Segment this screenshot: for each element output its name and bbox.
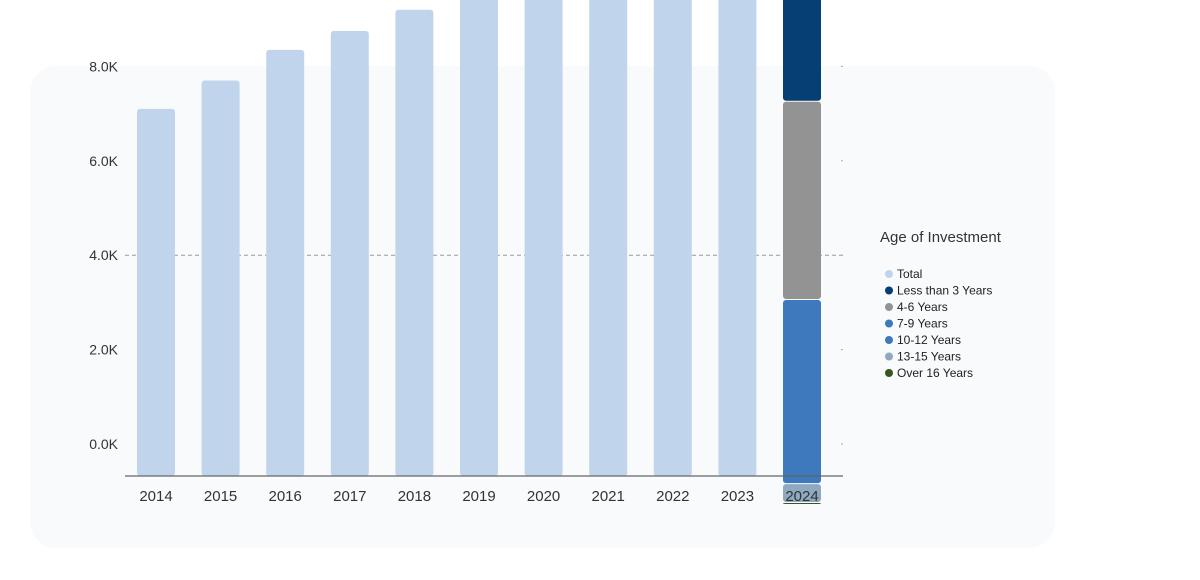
legend-marker xyxy=(885,369,893,377)
legend-item-label: 10-12 Years xyxy=(897,333,961,347)
x-tick-label: 2021 xyxy=(592,488,625,505)
legend-item-label: Less than 3 Years xyxy=(897,284,992,298)
bar-total-2022 xyxy=(653,0,692,476)
legend-marker xyxy=(885,270,893,278)
y-tick-label: 4.0K xyxy=(89,247,118,263)
x-tick-label: 2018 xyxy=(398,488,431,505)
x-tick-label: 2024 xyxy=(785,488,818,505)
bar-2024-13-15-years xyxy=(783,484,821,502)
legend-item-label: 13-15 Years xyxy=(897,350,961,364)
x-tick-label: 2022 xyxy=(656,488,689,505)
legend-marker xyxy=(885,352,893,361)
bar-total-2016 xyxy=(266,49,305,476)
bar-total-2015 xyxy=(201,80,240,476)
legend-marker xyxy=(885,336,893,344)
bar-total-2019 xyxy=(460,0,498,476)
legend-item-label: 7-9 Years xyxy=(897,317,948,331)
x-tick-label: 2017 xyxy=(333,488,366,505)
bar-total-2023 xyxy=(718,0,757,476)
legend-item-label: Total xyxy=(897,267,922,281)
y-tick-label: 0.0K xyxy=(89,436,118,452)
legend-marker xyxy=(885,303,893,311)
bar-2024-10-12-years xyxy=(783,300,821,484)
legend-item-label: 4-6 Years xyxy=(897,300,948,314)
bar-2024-over-16-years xyxy=(783,503,821,504)
legend-marker xyxy=(885,319,893,328)
bar-total-2014 xyxy=(137,108,175,476)
bar-2024-less-than-3-years xyxy=(783,0,821,101)
bar-total-2018 xyxy=(395,9,434,476)
legend-title: Age of Investment xyxy=(880,229,1002,246)
y-tick-label: 6.0K xyxy=(89,153,118,169)
x-tick-label: 2015 xyxy=(204,488,237,505)
bar-2024-4-6-years xyxy=(783,101,821,300)
x-tick-label: 2023 xyxy=(721,488,754,505)
y-tick-label: 8.0K xyxy=(89,58,118,74)
x-tick-label: 2019 xyxy=(462,488,495,505)
bar-total-2017 xyxy=(330,31,369,476)
x-tick-label: 2016 xyxy=(269,488,302,505)
x-tick-label: 2014 xyxy=(139,488,172,505)
y-tick-label: 2.0K xyxy=(89,342,118,358)
bar-total-2020 xyxy=(524,0,563,476)
x-tick-label: 2020 xyxy=(527,488,560,505)
legend-item-label: Over 16 Years xyxy=(897,366,973,380)
bar-total-2021 xyxy=(589,0,628,476)
legend-marker xyxy=(885,286,893,295)
